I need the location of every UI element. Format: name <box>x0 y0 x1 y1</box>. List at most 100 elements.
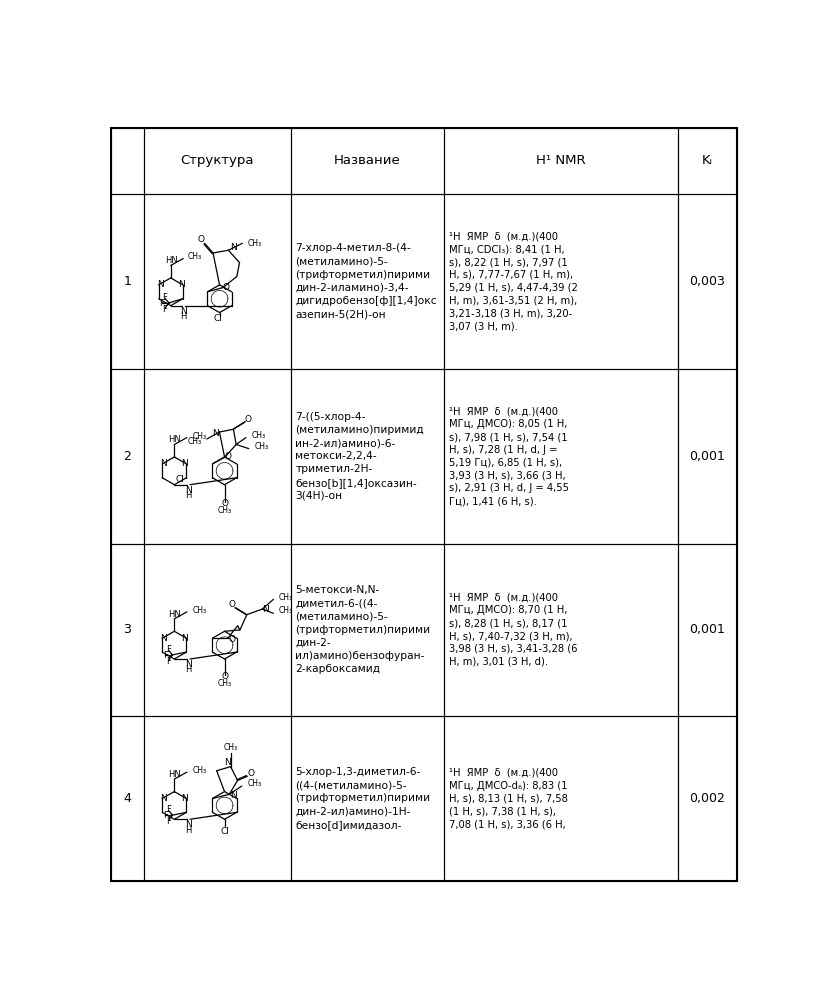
Text: CH₃: CH₃ <box>193 605 207 614</box>
Text: H: H <box>185 491 192 500</box>
Text: 0,002: 0,002 <box>690 792 725 805</box>
Text: CH₃: CH₃ <box>248 239 262 248</box>
Text: N: N <box>224 758 231 767</box>
Text: O: O <box>225 453 232 462</box>
Text: N: N <box>180 307 187 316</box>
Bar <box>144 715 290 881</box>
Text: Структура: Структура <box>180 154 254 167</box>
Text: 2: 2 <box>123 450 131 463</box>
Bar <box>111 194 144 369</box>
Text: O: O <box>228 600 236 609</box>
Text: 0,001: 0,001 <box>690 450 725 463</box>
Text: N: N <box>185 486 192 495</box>
Bar <box>290 369 444 543</box>
Text: ¹Н  ЯМР  δ  (м.д.)(400
МГц, ДМСО-d₆): 8,83 (1
H, s), 8,13 (1 H, s), 7,58
(1 H, s: ¹Н ЯМР δ (м.д.)(400 МГц, ДМСО-d₆): 8,83 … <box>448 768 567 829</box>
Text: Cl: Cl <box>176 475 184 484</box>
Bar <box>290 128 444 194</box>
Text: N: N <box>160 794 167 803</box>
Text: H: H <box>185 825 192 834</box>
Text: HN: HN <box>168 770 181 779</box>
Text: O: O <box>222 283 229 292</box>
Bar <box>144 194 290 369</box>
Text: H: H <box>185 665 192 674</box>
Bar <box>111 543 144 715</box>
Text: 1: 1 <box>123 275 131 288</box>
Text: N: N <box>185 660 192 669</box>
Text: F: F <box>163 811 168 820</box>
Bar <box>444 369 678 543</box>
Text: O: O <box>245 415 252 424</box>
Bar <box>290 194 444 369</box>
Text: H: H <box>180 312 187 321</box>
Bar <box>678 543 737 715</box>
Text: N: N <box>213 429 219 439</box>
Text: Название: Название <box>334 154 400 167</box>
Bar <box>290 715 444 881</box>
Bar <box>111 128 144 194</box>
Text: 7-((5-хлор-4-
(метиламино)пиримид
ин-2-ил)амино)-6-
метокси-2,2,4-
триметил-2Н-
: 7-((5-хлор-4- (метиламино)пиримид ин-2-и… <box>295 412 424 500</box>
Text: CH₃: CH₃ <box>247 779 261 788</box>
Text: Cl: Cl <box>220 827 229 836</box>
Text: O: O <box>228 635 235 644</box>
Text: 7-хлор-4-метил-8-(4-
(метиламино)-5-
(трифторметил)пирими
дин-2-иламино)-3,4-
ди: 7-хлор-4-метил-8-(4- (метиламино)-5- (тр… <box>295 244 437 320</box>
Text: ¹Н  ЯМР  δ  (м.д.)(400
МГц, CDCl₃): 8,41 (1 H,
s), 8,22 (1 H, s), 7,97 (1
H, s),: ¹Н ЯМР δ (м.д.)(400 МГц, CDCl₃): 8,41 (1… <box>448 232 577 331</box>
Text: 3: 3 <box>123 623 131 636</box>
Bar <box>678 715 737 881</box>
Bar <box>144 128 290 194</box>
Text: O: O <box>221 499 228 507</box>
Text: N: N <box>160 460 167 469</box>
Text: HN: HN <box>165 257 178 266</box>
Bar <box>111 369 144 543</box>
Text: HN: HN <box>168 609 181 618</box>
Text: N: N <box>262 604 269 613</box>
Text: CH₃: CH₃ <box>188 437 202 446</box>
Text: N: N <box>181 460 189 469</box>
Text: CH₃: CH₃ <box>254 442 268 451</box>
Text: 0,003: 0,003 <box>690 275 725 288</box>
Bar <box>678 369 737 543</box>
Text: HN: HN <box>168 436 181 445</box>
Text: ¹Н  ЯМР  δ  (м.д.)(400
МГц, ДМСО): 8,05 (1 H,
s), 7,98 (1 H, s), 7,54 (1
H, s), : ¹Н ЯМР δ (м.д.)(400 МГц, ДМСО): 8,05 (1 … <box>448 407 568 506</box>
Text: CH₃: CH₃ <box>251 431 265 440</box>
Text: O: O <box>248 769 255 778</box>
Text: F: F <box>160 299 165 308</box>
Bar <box>678 128 737 194</box>
Text: F: F <box>163 305 167 314</box>
Text: F: F <box>166 805 171 814</box>
Text: N: N <box>230 244 237 253</box>
Text: 5-метокси-N,N-
диметил-6-((4-
(метиламино)-5-
(трифторметил)пирими
дин-2-
ил)ами: 5-метокси-N,N- диметил-6-((4- (метиламин… <box>295 585 430 674</box>
Bar <box>444 543 678 715</box>
Bar <box>444 194 678 369</box>
Text: 5-хлор-1,3-диметил-6-
((4-(метиламино)-5-
(трифторметил)пирими
дин-2-ил)амино)-1: 5-хлор-1,3-диметил-6- ((4-(метиламино)-5… <box>295 767 430 830</box>
Text: F: F <box>163 651 168 660</box>
Text: N: N <box>185 820 192 829</box>
Bar <box>144 369 290 543</box>
Text: Cl: Cl <box>213 315 222 324</box>
Text: N: N <box>160 633 167 642</box>
Text: H¹ NMR: H¹ NMR <box>536 154 586 167</box>
Bar <box>111 715 144 881</box>
Text: CH₃: CH₃ <box>218 505 232 514</box>
Text: CH₃: CH₃ <box>223 743 237 752</box>
Text: 4: 4 <box>123 792 131 805</box>
Text: CH₃: CH₃ <box>279 606 293 615</box>
Bar <box>144 543 290 715</box>
Bar <box>444 715 678 881</box>
Bar <box>444 128 678 194</box>
Text: F: F <box>166 656 171 665</box>
Bar <box>290 543 444 715</box>
Text: CH₃: CH₃ <box>218 678 232 687</box>
Text: F: F <box>166 645 171 654</box>
Text: O: O <box>221 671 228 680</box>
Text: N: N <box>178 281 184 290</box>
Text: N: N <box>181 633 189 642</box>
Text: N: N <box>181 794 189 803</box>
Text: Kᵢ: Kᵢ <box>702 154 713 167</box>
Text: 0,001: 0,001 <box>690 623 725 636</box>
Text: F: F <box>166 817 171 826</box>
Text: F: F <box>163 293 167 302</box>
Text: CH₃: CH₃ <box>188 252 202 261</box>
Text: CH₃: CH₃ <box>193 766 207 775</box>
Text: O: O <box>198 235 204 244</box>
Text: CH₃: CH₃ <box>193 432 207 441</box>
